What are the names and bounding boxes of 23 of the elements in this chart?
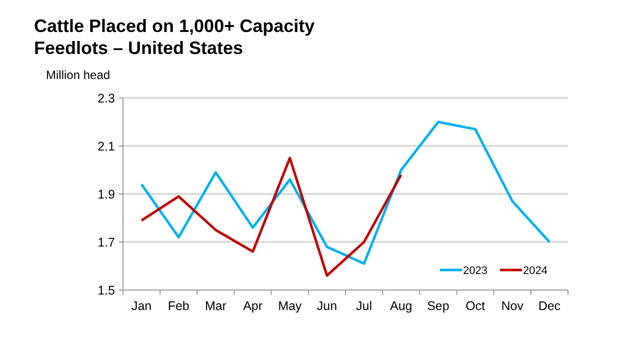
y-tick-label: 2.1 — [98, 139, 116, 154]
chart-title: Cattle Placed on 1,000+ Capacity Feedlots – United States — [34, 16, 315, 58]
line-series — [140, 156, 402, 277]
legend-label: 2023 — [463, 264, 488, 277]
x-tick-label: May — [278, 299, 302, 313]
x-tick-label: Sep — [427, 299, 450, 313]
line-series — [140, 120, 551, 265]
x-tick-label: Dec — [538, 299, 561, 313]
y-tick-label: 1.5 — [98, 283, 116, 298]
y-tick-label: 2.3 — [98, 91, 116, 106]
x-tick-label: Feb — [168, 299, 190, 313]
x-tick-label: Jan — [131, 299, 152, 313]
x-tick-label: Aug — [390, 299, 412, 313]
y-axis-title: Million head — [46, 68, 110, 82]
x-tick-label: Apr — [243, 299, 263, 313]
x-tick-label: Oct — [466, 299, 486, 313]
y-tick-label: 1.9 — [98, 187, 116, 202]
x-tick-label: Jun — [316, 299, 338, 313]
y-tick-label: 1.7 — [98, 235, 116, 250]
x-tick-label: Jul — [356, 299, 372, 313]
legend-label: 2024 — [523, 264, 548, 277]
x-tick-label: Nov — [501, 299, 524, 313]
x-tick-label: Mar — [204, 299, 226, 313]
